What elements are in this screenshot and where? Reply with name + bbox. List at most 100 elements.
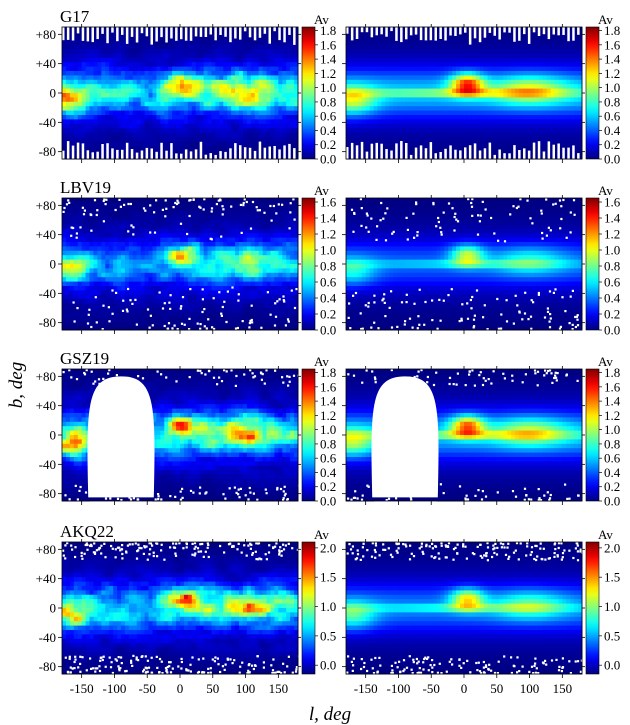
y-tick-label: -80 [39, 659, 56, 674]
no-data-region [371, 376, 439, 498]
y-tick-label: 0 [50, 428, 57, 443]
x-tick-label: 150 [269, 681, 289, 696]
colorbar-tick-label: 1.6 [320, 379, 337, 394]
x-tick-label: -150 [354, 681, 378, 696]
y-tick-label: 0 [50, 86, 57, 101]
panel-title: LBV19 [60, 178, 111, 197]
colorbar-label: Av [314, 354, 329, 369]
colorbar-tick-label: 1.5 [604, 570, 620, 585]
colorbar-tick-label: 0.8 [320, 94, 336, 109]
y-tick-label: -80 [39, 486, 56, 501]
colorbar-tick-label: 0.4 [604, 291, 621, 306]
colorbar-tick-label: 2.0 [320, 540, 336, 555]
heatmap-G17-model [345, 26, 583, 160]
y-tick-label: +80 [36, 27, 56, 42]
colorbar-tick-label: 1.0 [320, 599, 336, 614]
x-tick-label: -50 [139, 681, 156, 696]
y-tick-label: 0 [50, 601, 57, 616]
y-tick-label: -40 [39, 286, 56, 301]
colorbar-tick-label: 0.8 [604, 94, 620, 109]
colorbar-tick-label: 0.4 [320, 123, 337, 138]
colorbar-label: Av [598, 527, 613, 542]
y-tick-label: +80 [36, 542, 56, 557]
colorbar-tick-label: 0.0 [604, 152, 620, 167]
colorbar-tick-label: 1.4 [320, 52, 337, 67]
colorbar-tick-label: 1.8 [320, 365, 336, 380]
colorbar-tick-label: 1.2 [320, 66, 336, 81]
heatmap-GSZ19-model [345, 368, 583, 502]
colorbar-tick-label: 0.5 [604, 628, 620, 643]
colorbar-tick-label: 1.4 [604, 394, 621, 409]
y-tick-label: +40 [36, 227, 56, 242]
colorbar-tick-label: 0.0 [320, 494, 336, 509]
y-tick-label: +40 [36, 571, 56, 586]
colorbar-tick-label: 0.8 [320, 436, 336, 451]
colorbar-label: Av [598, 183, 613, 198]
colorbar-LBV19-left: Av1.61.41.21.00.80.60.40.20.0 [301, 183, 337, 338]
coverage-mask [62, 542, 300, 675]
y-tick-label: +80 [36, 369, 56, 384]
panel-title: G17 [60, 7, 90, 26]
colorbar-tick-label: 0.4 [604, 123, 621, 138]
colorbar-tick-label: 0.4 [320, 291, 337, 306]
coverage-mask [62, 27, 296, 159]
y-tick-label: -80 [39, 144, 56, 159]
coverage-mask [346, 542, 584, 675]
colorbar-tick-label: 1.0 [320, 422, 336, 437]
colorbar-tick-label: 1.6 [604, 195, 621, 210]
colorbar-tick-label: 0.6 [604, 275, 621, 290]
colorbar-tick-label: 0.6 [320, 275, 337, 290]
x-tick-label: 0 [461, 681, 468, 696]
colorbar-tick-label: 1.2 [604, 66, 620, 81]
colorbar-tick-label: 0.6 [320, 109, 337, 124]
colorbar-tick-label: 1.0 [604, 80, 620, 95]
y-tick-label: +40 [36, 398, 56, 413]
colorbar-tick-label: 1.8 [604, 365, 620, 380]
x-tick-label: 100 [236, 681, 256, 696]
y-tick-label: +40 [36, 56, 56, 71]
x-tick-label: 50 [206, 681, 219, 696]
no-data-region [87, 376, 155, 498]
y-tick-label: -40 [39, 457, 56, 472]
colorbar-tick-label: 0.0 [604, 658, 620, 673]
heatmap-LBV19-model [345, 197, 583, 331]
colorbar-tick-label: 0.2 [320, 479, 336, 494]
colorbar-tick-label: 1.4 [604, 211, 621, 226]
colorbar-AKQ22-right: Av2.0 1.5 1.0 0.5 0.0 [585, 527, 620, 675]
colorbar-tick-label: 1.5 [320, 570, 336, 585]
y-tick-label: -80 [39, 315, 56, 330]
colorbar-tick-label: 1.4 [320, 394, 337, 409]
heatmap-AKQ22-model [345, 541, 584, 675]
colorbar-LBV19-right: Av1.61.41.21.00.80.60.40.20.0 [585, 183, 621, 338]
colorbar-tick-label: 0.5 [320, 628, 336, 643]
colorbar-tick-label: 0.0 [604, 494, 620, 509]
colorbar-tick-label: 0.8 [320, 259, 336, 274]
panel-title: AKQ22 [60, 522, 114, 541]
colorbar-tick-label: 1.0 [320, 243, 336, 258]
colorbar-tick-label: 1.8 [320, 23, 336, 38]
colorbar-label: Av [314, 527, 329, 542]
colorbar-label: Av [314, 12, 329, 27]
colorbar-G17-right: Av1.81.61.41.21.00.80.60.40.20.0 [585, 12, 621, 167]
colorbar-tick-label: 1.4 [604, 52, 621, 67]
x-tick-label: 150 [553, 681, 573, 696]
colorbar-tick-label: 2.0 [604, 540, 620, 555]
heatmap-G17-observed [61, 26, 299, 160]
x-axis-label: l, deg [309, 704, 351, 725]
heatmap-AKQ22-observed [61, 541, 300, 675]
colorbar-tick-label: 1.6 [604, 37, 621, 52]
colorbar-label: Av [598, 12, 613, 27]
colorbar-tick-label: 1.0 [604, 243, 620, 258]
colorbar-tick-label: 0.8 [604, 436, 620, 451]
coverage-mask [347, 198, 580, 331]
colorbar-tick-label: 0.6 [320, 451, 337, 466]
colorbar-GSZ19-right: Av1.81.61.41.21.00.80.60.40.20.0 [585, 354, 621, 509]
colorbar-G17-left: Av1.81.61.41.21.00.80.60.40.20.0 [301, 12, 337, 167]
colorbar-tick-label: 1.2 [604, 408, 620, 423]
colorbar-tick-label: 0.6 [604, 109, 621, 124]
y-axis-label: b, deg [6, 362, 27, 408]
colorbar-tick-label: 1.6 [604, 379, 621, 394]
colorbar-tick-label: 1.2 [320, 408, 336, 423]
colorbar-tick-label: 1.0 [604, 422, 620, 437]
